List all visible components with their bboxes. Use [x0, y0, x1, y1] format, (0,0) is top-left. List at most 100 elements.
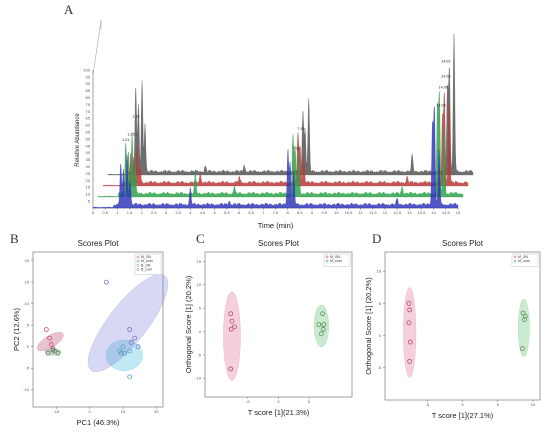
- x-tick-label: 0: [461, 402, 464, 407]
- point-b-com: [135, 344, 141, 350]
- point-m-sn: [228, 311, 234, 317]
- y-tick-label: 95: [86, 74, 91, 79]
- point-b-com: [127, 327, 133, 332]
- x-tick-label: 9.5: [321, 210, 327, 215]
- y-tick-label: 0: [379, 333, 382, 338]
- plot-area: [204, 251, 353, 398]
- x-tick-label: 2.5: [151, 210, 157, 215]
- legend-marker: [136, 255, 140, 259]
- point-b-com: [103, 279, 109, 285]
- point-b-sn: [127, 348, 133, 354]
- point-b-com: [132, 335, 138, 341]
- point-m-com: [320, 326, 326, 332]
- y-tick-label: 25: [86, 171, 91, 176]
- peak-label: 14.03: [436, 104, 446, 108]
- peak-label: 14.00: [439, 86, 449, 90]
- x-tick-label: 12: [383, 210, 388, 215]
- y-axis-title: Orthogonal Score [1] (20.2%): [184, 275, 193, 373]
- y-tick-label: 85: [86, 88, 91, 93]
- legend-label: M_SN: [330, 255, 340, 259]
- y-tick-label: 100: [83, 67, 90, 72]
- peak-label: 14.00: [441, 75, 451, 79]
- y-tick-label: 20: [25, 258, 30, 263]
- point-m-com: [522, 313, 528, 319]
- x-tick-label: 10: [531, 402, 536, 407]
- peak-label: 7.99: [297, 127, 304, 131]
- y-tick-label: 30: [86, 164, 91, 169]
- y-tick-label: 20: [86, 178, 91, 183]
- y-tick-label: 10: [25, 301, 30, 306]
- peak-label: 7.98: [292, 146, 299, 150]
- x-tick-label: 5.5: [224, 210, 230, 215]
- x-tick-label: 14: [431, 210, 436, 215]
- chromatogram-panel: 0 0.5 1 1.5 2 2.5 3 3.5 4 4.5 5 5.5 6 6.5 7 7.5 8 8.5 9 9.5…: [75, 19, 474, 230]
- y-tick-label: 5: [27, 323, 30, 328]
- x-tick-label: 7: [262, 210, 265, 215]
- point-m-com: [520, 310, 526, 316]
- y-tick-label: 65: [86, 116, 91, 121]
- plot-title: Scores Plot: [258, 239, 300, 248]
- y-tick-label: -10: [23, 387, 30, 392]
- x-tick-label: -5: [425, 402, 429, 407]
- point-m-com: [45, 350, 51, 356]
- y-tick-label: 5: [379, 301, 382, 306]
- y-tick-label: 70: [86, 109, 91, 114]
- legend-label: M_com: [330, 259, 342, 263]
- x-tick-label: -10: [53, 409, 60, 414]
- y-tick-label: 35: [86, 157, 91, 162]
- confidence-ellipse-1: [223, 291, 241, 381]
- panel-letter-c: C: [196, 231, 205, 246]
- point-m-sn: [228, 366, 234, 372]
- point-b-sn: [120, 344, 126, 350]
- y-tick-label: 10: [86, 192, 91, 197]
- point-m-sn: [43, 327, 49, 332]
- x-tick-label: 15: [456, 210, 461, 215]
- x-tick-label: 13.5: [418, 210, 427, 215]
- x-tick-label: 5: [214, 210, 217, 215]
- x-tick-label: 3.5: [175, 210, 181, 215]
- legend-marker: [136, 268, 140, 271]
- x-axis-title: Time (min): [258, 221, 294, 230]
- y-tick-label: -5: [377, 365, 381, 370]
- legend-marker: [136, 264, 140, 267]
- y-tick-label: 50: [86, 136, 91, 141]
- x-tick-label: 13: [407, 210, 412, 215]
- x-tick-label: 0: [89, 409, 92, 414]
- x-tick-label: 20: [154, 409, 159, 414]
- x-tick-label: 6: [238, 210, 241, 215]
- oplsda-scores-panel-c: Scores Plot -5 0 5 -10 -5 0 5 10 15 T score [1](21…: [184, 239, 353, 417]
- x-tick-label: -5: [246, 399, 250, 404]
- y-axis-title: Orthogonal Score [1] (20.2%): [364, 277, 373, 375]
- point-m-sn: [407, 339, 413, 345]
- y-tick-label: -10: [195, 376, 202, 381]
- confidence-ellipse-1: [403, 287, 417, 378]
- legend-label: B_SN: [141, 263, 151, 267]
- point-m-sn: [406, 301, 412, 306]
- y-tick-label: -5: [25, 366, 29, 371]
- point-m-com: [316, 322, 322, 327]
- y-tick-label: -5: [197, 352, 201, 357]
- x-tick-label: 12.5: [393, 210, 402, 215]
- x-tick-label: 1.5: [127, 210, 133, 215]
- x-tick-label: 8: [287, 210, 290, 215]
- legend-marker: [513, 259, 517, 263]
- point-b-sn: [122, 350, 128, 356]
- point-m-com: [321, 322, 327, 327]
- confidence-ellipse-4: [87, 274, 169, 373]
- y-tick-label: 10: [377, 269, 382, 274]
- legend-label: M_com: [141, 259, 153, 263]
- point-m-com: [522, 317, 527, 322]
- pca-scores-panel: Scores Plot -10 0 10 20 -10 -5 0 5 10 15 20 PC1 (46.…: [12, 239, 169, 427]
- chromatogram-trace-3: [102, 92, 469, 187]
- y-tick-label: 90: [86, 81, 91, 86]
- x-tick-label: 0.5: [102, 210, 108, 215]
- x-tick-label: 5: [308, 399, 311, 404]
- x-axis-title: T score [1](27.1%): [432, 411, 494, 420]
- x-tick-label: 8.5: [297, 210, 303, 215]
- legend-marker: [325, 259, 329, 263]
- x-tick-label: 14.5: [442, 210, 451, 215]
- point-m-sn: [231, 324, 237, 330]
- x-tick-label: 9: [311, 210, 314, 215]
- x-tick-label: 0: [92, 210, 95, 215]
- chromatogram-trace-2: [97, 91, 464, 198]
